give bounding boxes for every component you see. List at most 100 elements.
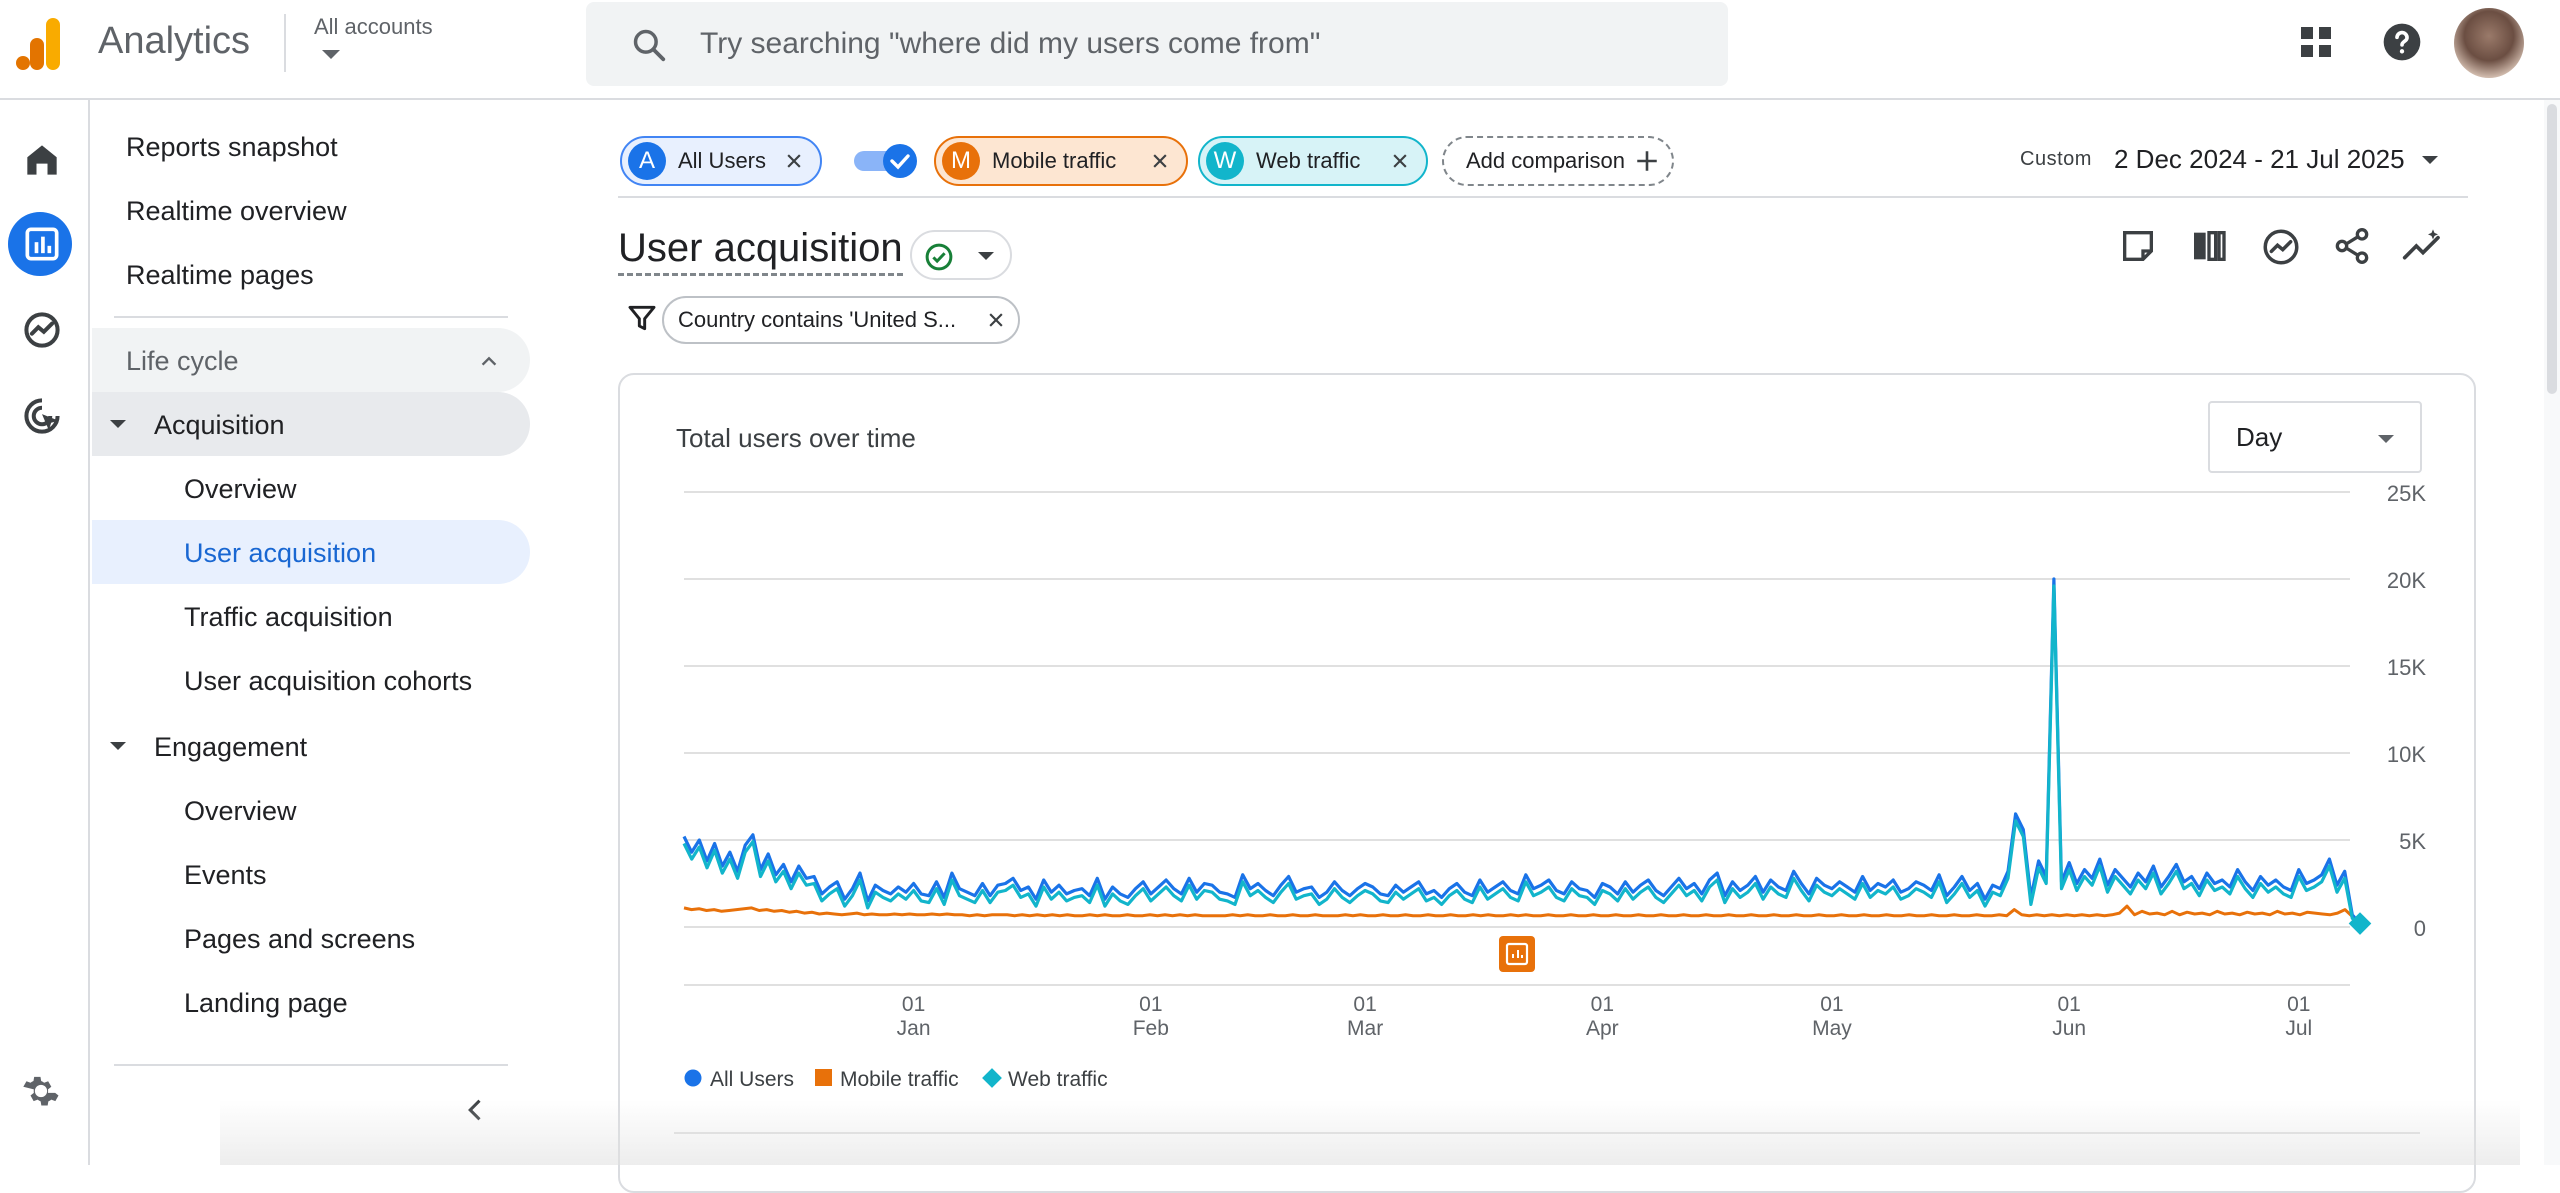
x-tick-month: Mar	[1347, 1017, 1383, 1040]
y-tick-label: 5K	[2399, 829, 2426, 854]
add-comparison-button[interactable]: Add comparison	[1442, 136, 1674, 186]
granularity-select[interactable]: Day	[2208, 401, 2422, 473]
search-bar[interactable]	[586, 2, 1728, 86]
line-chart[interactable]: 25K20K15K10K5K001Jan01Feb01Mar01Apr01May…	[620, 375, 2476, 1193]
left-rail	[0, 100, 90, 1165]
home-icon[interactable]	[20, 138, 64, 182]
nav-engagement-overview[interactable]: Overview	[184, 796, 297, 826]
close-icon[interactable]	[784, 151, 804, 171]
divider	[114, 1064, 508, 1066]
filter-icon[interactable]	[626, 300, 658, 336]
legend-label: Web traffic	[1008, 1068, 1108, 1091]
nav-landing-page[interactable]: Landing page	[184, 988, 348, 1018]
nav-realtime-pages[interactable]: Realtime pages	[126, 260, 314, 290]
reports-active-indicator	[8, 212, 72, 276]
close-icon[interactable]	[986, 310, 1006, 330]
date-dropdown-icon[interactable]	[2422, 156, 2438, 164]
nav-events[interactable]: Events	[184, 860, 267, 890]
scrollbar[interactable]	[2544, 100, 2560, 1165]
chip-label: Mobile traffic	[992, 148, 1117, 173]
x-tick-day: 01	[2287, 993, 2310, 1016]
account-selector[interactable]: All accounts	[314, 14, 433, 39]
comparison-chip-mobile-traffic[interactable]: M Mobile traffic	[934, 136, 1188, 186]
x-tick-day: 01	[1139, 993, 1162, 1016]
scrollbar-thumb[interactable]	[2547, 104, 2557, 394]
nav-pages-and-screens[interactable]: Pages and screens	[184, 924, 416, 954]
date-range-picker[interactable]: 2 Dec 2024 - 21 Jul 2025	[2114, 144, 2405, 174]
analytics-logo-icon[interactable]	[16, 16, 66, 72]
y-tick-label: 0	[2414, 916, 2426, 941]
compare-icon[interactable]	[2188, 226, 2230, 266]
x-tick-day: 01	[1353, 993, 1376, 1016]
divider	[284, 14, 286, 72]
expand-caret-icon[interactable]	[110, 742, 126, 750]
chip-label: All Users	[678, 148, 767, 173]
y-tick-label: 20K	[2387, 568, 2426, 593]
share-icon[interactable]	[2332, 226, 2372, 266]
y-tick-label: 10K	[2387, 742, 2426, 767]
divider	[618, 196, 2468, 198]
chart-title: Total users over time	[676, 423, 916, 453]
nav-reports-snapshot[interactable]: Reports snapshot	[126, 132, 338, 162]
report-navigation: Reports snapshot Realtime overview Realt…	[92, 100, 532, 1165]
nav-traffic-acquisition[interactable]: Traffic acquisition	[184, 602, 393, 632]
series-line-mobile-traffic	[683, 904, 2362, 925]
apps-grid-icon[interactable]	[2298, 24, 2334, 60]
acquisition-section[interactable]	[92, 392, 530, 456]
x-tick-month: Apr	[1586, 1017, 1619, 1040]
close-icon[interactable]	[1390, 151, 1410, 171]
search-input[interactable]	[700, 20, 1680, 68]
filter-chip-label: Country contains 'United S...	[678, 307, 957, 332]
filter-chip[interactable]: Country contains 'United S...	[662, 296, 1020, 344]
x-tick-month: May	[1812, 1017, 1852, 1040]
plus-icon	[1637, 151, 1657, 171]
trending-sparkle-icon[interactable]	[2400, 226, 2446, 266]
annotation-marker-icon	[1505, 942, 1529, 966]
divider	[114, 316, 508, 318]
chart-card: Total users over time Day 25K 20K 15K 10K 5K…	[618, 373, 2476, 1193]
top-bar: Analytics All accounts	[0, 0, 2560, 100]
y-tick-label: 15K	[2387, 655, 2426, 680]
page-title[interactable]: User acquisition	[618, 226, 903, 276]
chevron-up-icon[interactable]	[478, 350, 500, 372]
comparison-chip-all-users[interactable]: A All Users	[620, 136, 822, 186]
series-line-all-users	[682, 577, 2362, 925]
nav-realtime-overview[interactable]: Realtime overview	[126, 196, 347, 226]
chip-label: Web traffic	[1256, 148, 1361, 173]
comparison-chip-web-traffic[interactable]: W Web traffic	[1198, 136, 1428, 186]
reports-icon[interactable]	[20, 222, 64, 266]
x-tick-day: 01	[2058, 993, 2081, 1016]
nav-user-acquisition-cohorts[interactable]: User acquisition cohorts	[184, 666, 473, 696]
nav-user-acquisition[interactable]: User acquisition	[184, 538, 377, 568]
lifecycle-section-header[interactable]	[92, 328, 530, 392]
nav-active-indicator	[92, 520, 530, 584]
settings-icon[interactable]	[20, 1070, 62, 1112]
main-content: A All Users M Mobile traffic W Web traff…	[534, 100, 2544, 1193]
close-icon[interactable]	[1150, 151, 1170, 171]
insights-icon[interactable]	[2260, 226, 2302, 268]
chevron-down-icon	[2378, 435, 2394, 443]
nav-acquisition-overview[interactable]: Overview	[184, 474, 297, 504]
legend-marker	[684, 1069, 702, 1087]
chip-avatar: W	[1206, 142, 1244, 180]
explore-icon[interactable]	[20, 308, 64, 352]
x-tick-month: Jul	[2285, 1017, 2312, 1040]
report-status-dropdown[interactable]	[910, 230, 1012, 280]
advertising-icon[interactable]	[20, 394, 64, 438]
expand-caret-icon[interactable]	[110, 420, 126, 428]
check-circle-icon	[925, 243, 953, 271]
x-tick-month: Jun	[2052, 1017, 2086, 1040]
comparison-toggle[interactable]	[852, 142, 920, 180]
note-icon[interactable]	[2118, 226, 2158, 266]
x-tick-month: Feb	[1133, 1017, 1169, 1040]
nav-acquisition[interactable]: Acquisition	[154, 410, 285, 440]
avatar[interactable]	[2454, 8, 2524, 78]
account-dropdown-icon[interactable]	[322, 50, 340, 59]
app-title: Analytics	[98, 20, 251, 62]
nav-engagement[interactable]: Engagement	[154, 732, 308, 762]
y-tick-label: 25K	[2387, 481, 2426, 506]
granularity-value: Day	[2236, 422, 2283, 452]
help-icon[interactable]	[2382, 22, 2422, 62]
series-line-web-traffic	[682, 584, 2361, 925]
add-comparison-label: Add comparison	[1466, 148, 1625, 173]
